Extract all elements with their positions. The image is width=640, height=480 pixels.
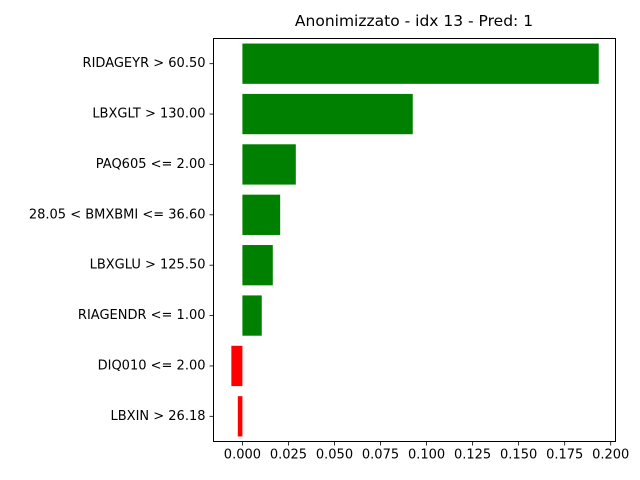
y-tick-label: LBXIN > 26.18 bbox=[111, 409, 206, 424]
bar bbox=[231, 345, 243, 387]
y-tick-label: 28.05 < BMXBMI <= 36.60 bbox=[29, 207, 206, 222]
y-axis-ticks: RIDAGEYR > 60.50 LBXGLT > 130.00 PAQ605 <=… bbox=[29, 56, 214, 424]
bar bbox=[242, 245, 273, 286]
x-tick-label: 0.050 bbox=[316, 448, 353, 463]
x-tick-label: 0.000 bbox=[224, 448, 261, 463]
bar bbox=[237, 396, 243, 437]
bar bbox=[242, 194, 281, 235]
y-tick-label: LBXGLU > 125.50 bbox=[90, 258, 206, 273]
y-tick-label: PAQ605 <= 2.00 bbox=[96, 157, 206, 172]
y-tick-label: RIAGENDR <= 1.00 bbox=[78, 308, 206, 323]
x-axis-ticks: 0.000 0.025 0.050 0.075 0.100 0.125 0.150 0.175… bbox=[224, 441, 629, 463]
x-tick-label: 0.175 bbox=[546, 448, 583, 463]
x-tick-label: 0.075 bbox=[362, 448, 399, 463]
bars-group bbox=[231, 43, 599, 437]
bar bbox=[242, 144, 296, 185]
chart-title: Anonimizzato - idx 13 - Pred: 1 bbox=[295, 12, 533, 30]
y-tick-label: DIQ010 <= 2.00 bbox=[98, 358, 206, 373]
bar bbox=[242, 295, 262, 336]
plot-frame bbox=[213, 38, 616, 442]
bar bbox=[242, 43, 599, 84]
x-tick-label: 0.025 bbox=[270, 448, 307, 463]
x-tick-label: 0.200 bbox=[592, 448, 629, 463]
x-tick-label: 0.125 bbox=[454, 448, 491, 463]
y-tick-label: LBXGLT > 130.00 bbox=[92, 107, 205, 122]
x-tick-label: 0.100 bbox=[408, 448, 445, 463]
y-tick-label: RIDAGEYR > 60.50 bbox=[83, 56, 206, 71]
bar bbox=[242, 93, 413, 135]
x-tick-label: 0.150 bbox=[500, 448, 537, 463]
